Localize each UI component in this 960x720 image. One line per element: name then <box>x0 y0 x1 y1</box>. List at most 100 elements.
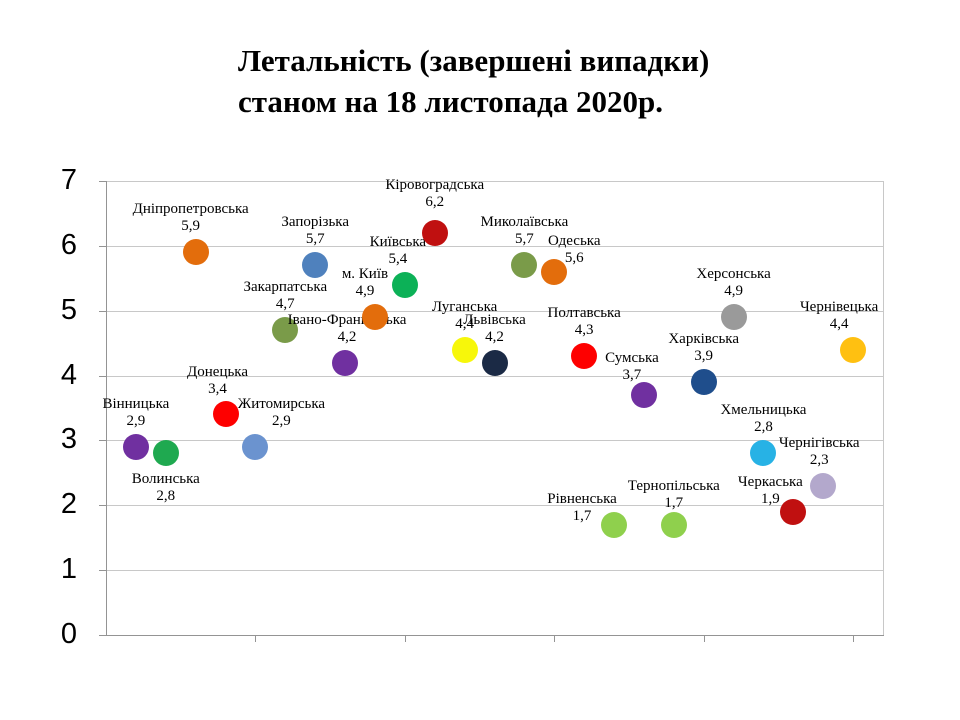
y-axis-tick-6 <box>99 245 106 247</box>
y-axis-tick-label: 7 <box>60 164 77 196</box>
region-name: Хмельницька <box>720 402 807 419</box>
region-value: 4,9 <box>724 283 743 300</box>
region-value: 2,9 <box>272 412 291 429</box>
data-point-label-18: Сумська 3,7 <box>605 350 659 384</box>
region-value: 2,8 <box>754 419 773 436</box>
region-value: 2,8 <box>156 488 176 505</box>
region-value: 3,9 <box>694 348 714 365</box>
y-axis-tick-label: 6 <box>60 228 77 261</box>
data-point-label-1: Вінницька 2,9 <box>102 396 169 430</box>
gridline-y-7 <box>106 181 883 182</box>
region-name: Волинська <box>131 471 200 488</box>
y-axis-tick-label: 3 <box>60 423 77 456</box>
data-point-label-17: Рівненська 1,7 <box>547 491 617 525</box>
data-point-label-14: Миколаївська 5,7 <box>481 214 569 248</box>
chart-title: Летальність (завершені випадки) станом н… <box>238 40 709 122</box>
data-point-dot-18 <box>630 382 657 409</box>
y-axis-tick-label: 0 <box>60 618 77 650</box>
region-value: 4,2 <box>485 328 504 345</box>
region-name: Луганська <box>431 298 498 315</box>
x-axis-tick-10 <box>404 635 406 642</box>
chart-title-line1: Летальність (завершені випадки) <box>238 43 710 78</box>
data-point-dot-1 <box>122 433 149 460</box>
region-name: Чернівецька <box>799 298 879 315</box>
region-name: Чернігівська <box>778 434 860 451</box>
data-point-label-8: Івано-Франківська 4,2 <box>288 312 407 346</box>
region-name: Харківська <box>668 331 740 348</box>
data-point-dot-23 <box>780 498 807 525</box>
region-value: 3,7 <box>622 367 642 384</box>
region-value: 2,9 <box>126 412 146 429</box>
data-point-dot-22 <box>750 440 777 467</box>
data-point-label-23: Черкаська 1,9 <box>738 474 803 508</box>
region-value: 5,9 <box>181 218 201 235</box>
y-axis-line <box>106 181 107 635</box>
data-point-label-22: Хмельницька 2,8 <box>720 402 806 436</box>
data-point-dot-3 <box>182 239 209 266</box>
gridline-y-3 <box>106 440 883 442</box>
data-point-dot-4 <box>212 401 239 428</box>
data-point-label-16: Полтавська 4,3 <box>548 305 621 339</box>
region-value: 4,9 <box>355 283 375 300</box>
data-point-label-4: Донецька 3,4 <box>187 364 248 398</box>
data-point-label-9: м. Київ 4,9 <box>342 266 388 300</box>
data-point-label-12: Луганська 4,4 <box>432 299 497 333</box>
x-axis-tick-15 <box>554 635 556 642</box>
y-axis-tick-7 <box>99 181 106 182</box>
data-point-label-7: Запорізька 5,7 <box>281 214 349 248</box>
x-axis-line <box>106 635 884 636</box>
region-value: 4,3 <box>574 322 594 339</box>
data-point-dot-21 <box>720 304 747 331</box>
region-value: 5,4 <box>388 250 408 267</box>
data-point-dot-25 <box>840 336 867 363</box>
region-name: Вінницька <box>102 395 170 412</box>
region-name: Запорізька <box>281 214 350 231</box>
y-axis-tick-label: 5 <box>60 293 77 326</box>
data-point-dot-6 <box>272 317 299 344</box>
x-axis-tick-20 <box>703 635 705 642</box>
region-name: Полтавська <box>547 305 621 322</box>
region-value: 6,2 <box>425 193 445 210</box>
data-point-dot-14 <box>511 252 538 279</box>
y-axis-tick-2 <box>99 505 106 507</box>
region-name: Івано-Франківська <box>287 311 407 328</box>
region-name: Рівненська <box>547 490 617 507</box>
region-name: Миколаївська <box>480 214 569 231</box>
data-point-dot-8 <box>332 349 359 376</box>
data-point-label-13: Львівська 4,2 <box>463 312 525 346</box>
data-point-dot-10 <box>391 271 418 298</box>
region-value: 1,7 <box>664 494 684 511</box>
y-axis-tick-label: 1 <box>60 553 77 586</box>
data-point-dot-2 <box>152 440 179 467</box>
data-point-label-25: Чернівецька 4,4 <box>800 299 878 333</box>
data-point-dot-5 <box>242 433 269 460</box>
region-name: Сумська <box>605 350 659 367</box>
data-point-dot-15 <box>541 258 568 285</box>
region-value: 5,6 <box>564 249 584 266</box>
data-point-dot-13 <box>481 349 508 376</box>
y-axis-tick-1 <box>99 570 106 572</box>
data-point-dot-16 <box>571 343 598 370</box>
region-value: 5,7 <box>305 231 325 248</box>
data-point-dot-7 <box>302 252 329 279</box>
data-point-label-24: Чернігівська 2,3 <box>779 435 860 469</box>
gridline-y-2 <box>106 505 883 507</box>
data-point-label-20: Харківська 3,9 <box>668 331 739 365</box>
data-point-label-3: Дніпропетровська 5,9 <box>133 201 249 235</box>
data-point-dot-17 <box>601 511 628 538</box>
region-value: 4,7 <box>275 296 295 313</box>
region-value: 4,4 <box>829 315 849 332</box>
region-value: 3,4 <box>208 380 227 397</box>
region-name: Закарпатська <box>243 279 328 296</box>
region-value: 1,7 <box>572 507 592 524</box>
region-name: Черкаська <box>737 473 803 490</box>
data-point-dot-11 <box>421 219 448 246</box>
data-point-label-15: Одеська 5,6 <box>548 233 601 267</box>
region-name: Київська <box>369 233 427 250</box>
y-axis-tick-label: 2 <box>60 488 77 521</box>
data-point-label-6: Закарпатська 4,7 <box>243 279 327 313</box>
region-value: 4,2 <box>337 328 357 345</box>
chart-title-line2: станом на 18 листопада 2020р. <box>238 84 663 119</box>
data-point-dot-12 <box>451 336 478 363</box>
region-value: 2,3 <box>809 451 829 468</box>
